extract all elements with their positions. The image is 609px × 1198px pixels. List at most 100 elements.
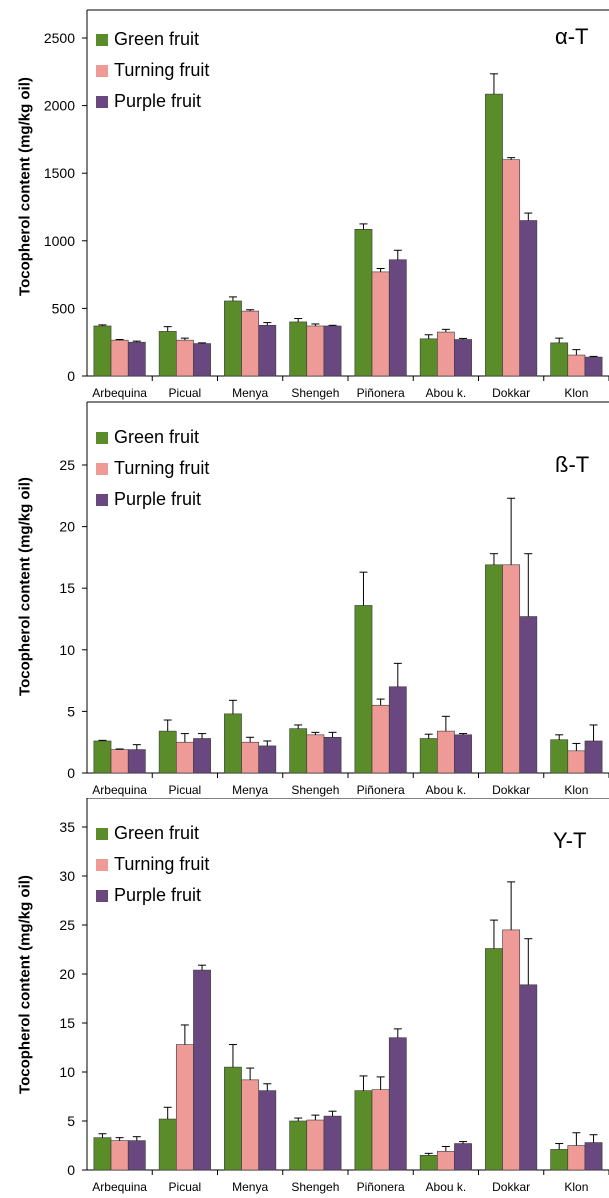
bar-turning <box>436 730 455 774</box>
x-tick-label: Piñonera <box>357 1180 405 1194</box>
legend-swatch-green <box>96 33 108 46</box>
legend-item-green: Green fruit <box>96 422 209 453</box>
bar-turning <box>110 749 129 774</box>
bar-turning <box>371 1089 390 1171</box>
y-tick-label: 5 <box>67 1113 75 1129</box>
bar-green <box>550 739 569 774</box>
bar-green <box>158 331 177 377</box>
x-tick-label: Abou k. <box>426 783 467 797</box>
bar-purple <box>584 1142 603 1171</box>
bar-turning <box>110 339 129 377</box>
y-axis-label: Tocopherol content (mg/kg oil) <box>16 477 34 696</box>
bar-green <box>419 738 438 774</box>
bar-purple <box>258 745 277 774</box>
legend-item-purple: Purple fruit <box>96 86 209 117</box>
bar-purple <box>127 341 146 377</box>
x-tick-label: Arbequina <box>92 1180 147 1194</box>
bar-turning <box>241 741 260 774</box>
legend-item-purple: Purple fruit <box>96 880 209 911</box>
chart-svg-beta: 0 5 10 15 20 25 Arbequina Picual Menya Shengeh Piñ… <box>59 401 609 797</box>
y-tick-label: 0 <box>67 368 75 384</box>
bar-green <box>224 1066 242 1171</box>
x-tick-label: Menya <box>232 783 268 797</box>
bar-turning <box>567 750 586 774</box>
bar-green <box>289 728 308 774</box>
y-tick-label: 5 <box>67 703 75 719</box>
x-tick-label: Piñonera <box>357 783 405 797</box>
x-tick-label: Shengeh <box>291 783 339 797</box>
chart-panel-beta: 0 5 10 15 20 25 Arbequina Picual Menya Shengeh Piñ… <box>0 400 609 800</box>
bar-green <box>158 1118 177 1171</box>
legend-swatch-purple <box>96 95 108 108</box>
bar-green <box>354 605 373 774</box>
y-tick-label: 1500 <box>44 165 75 181</box>
legend: Green fruit Turning fruit Purple fruit <box>96 818 209 911</box>
bar-purple <box>127 1140 146 1171</box>
bar-turning <box>241 1079 260 1171</box>
bar-turning <box>110 1140 129 1171</box>
bar-green <box>93 325 112 377</box>
y-tick-label: 1000 <box>44 233 75 249</box>
bar-turning <box>306 734 325 774</box>
bar-turning <box>502 564 521 774</box>
bar-purple <box>584 740 603 774</box>
bar-green <box>224 300 242 377</box>
bar-purple <box>519 220 538 377</box>
bar-green <box>419 1154 438 1171</box>
y-tick-label: 25 <box>59 457 75 473</box>
bar-purple <box>127 749 146 774</box>
legend-item-turning: Turning fruit <box>96 55 209 86</box>
legend-label-purple: Purple fruit <box>114 885 202 905</box>
legend-label-turning: Turning fruit <box>114 854 210 874</box>
legend-label-purple: Purple fruit <box>114 91 202 111</box>
bar-purple <box>258 1090 277 1171</box>
bar-green <box>419 338 438 377</box>
bar-purple <box>519 616 538 774</box>
bar-purple <box>193 738 211 774</box>
bar-purple <box>388 686 407 774</box>
x-tick-label: Shengeh <box>291 386 339 400</box>
bar-purple <box>388 1037 407 1171</box>
y-tick-label: 35 <box>59 819 75 835</box>
bar-green <box>289 1120 308 1171</box>
chart-panel-alpha: 0 500 1000 1500 2000 2500 Arbequina Picual Menya… <box>0 0 609 400</box>
chart-panel-gamma: 0 5 10 15 20 25 30 35 Arbequina Picual Menya Shenge… <box>0 798 609 1198</box>
bar-turning <box>175 741 194 774</box>
x-tick-label: Abou k. <box>426 1180 467 1194</box>
bar-turning <box>502 929 521 1171</box>
x-tick-label: Klon <box>564 1180 588 1194</box>
y-tick-label: 25 <box>59 917 75 933</box>
legend: Green fruit Turning fruit Purple fruit <box>96 24 209 117</box>
bar-green <box>485 948 503 1171</box>
chart-svg-gamma: 0 5 10 15 20 25 30 35 Arbequina Picual Menya Shenge… <box>59 798 609 1194</box>
legend-label-green: Green fruit <box>114 823 200 843</box>
x-tick-label: Picual <box>169 1180 202 1194</box>
bar-turning <box>371 271 390 377</box>
bar-green <box>485 564 503 774</box>
x-tick-label: Picual <box>169 386 202 400</box>
bar-green <box>354 1090 373 1171</box>
bar-turning <box>567 1145 586 1171</box>
y-tick-label: 15 <box>59 1015 75 1031</box>
panel-tag-beta: ß-T <box>555 452 590 477</box>
legend-swatch-purple <box>96 493 108 506</box>
bar-purple <box>323 1115 342 1171</box>
x-tick-label: Klon <box>564 386 588 400</box>
x-tick-label: Menya <box>232 386 268 400</box>
bar-green <box>550 342 569 377</box>
y-tick-label: 10 <box>59 1064 75 1080</box>
x-tick-label: Shengeh <box>291 1180 339 1194</box>
x-tick-label: Dokkar <box>492 386 530 400</box>
legend-swatch-turning <box>96 858 108 871</box>
bar-turning <box>175 1044 194 1171</box>
y-tick-label: 0 <box>67 765 75 781</box>
legend-item-turning: Turning fruit <box>96 849 209 880</box>
y-tick-label: 2000 <box>44 98 75 114</box>
y-tick-label: 10 <box>59 642 75 658</box>
y-tick-label: 20 <box>59 519 75 535</box>
y-axis-label: Tocopherol content (mg/kg oil) <box>16 77 34 296</box>
bar-green <box>93 1137 112 1171</box>
bar-green <box>485 93 503 377</box>
bar-purple <box>388 259 407 377</box>
bar-green <box>158 730 177 774</box>
